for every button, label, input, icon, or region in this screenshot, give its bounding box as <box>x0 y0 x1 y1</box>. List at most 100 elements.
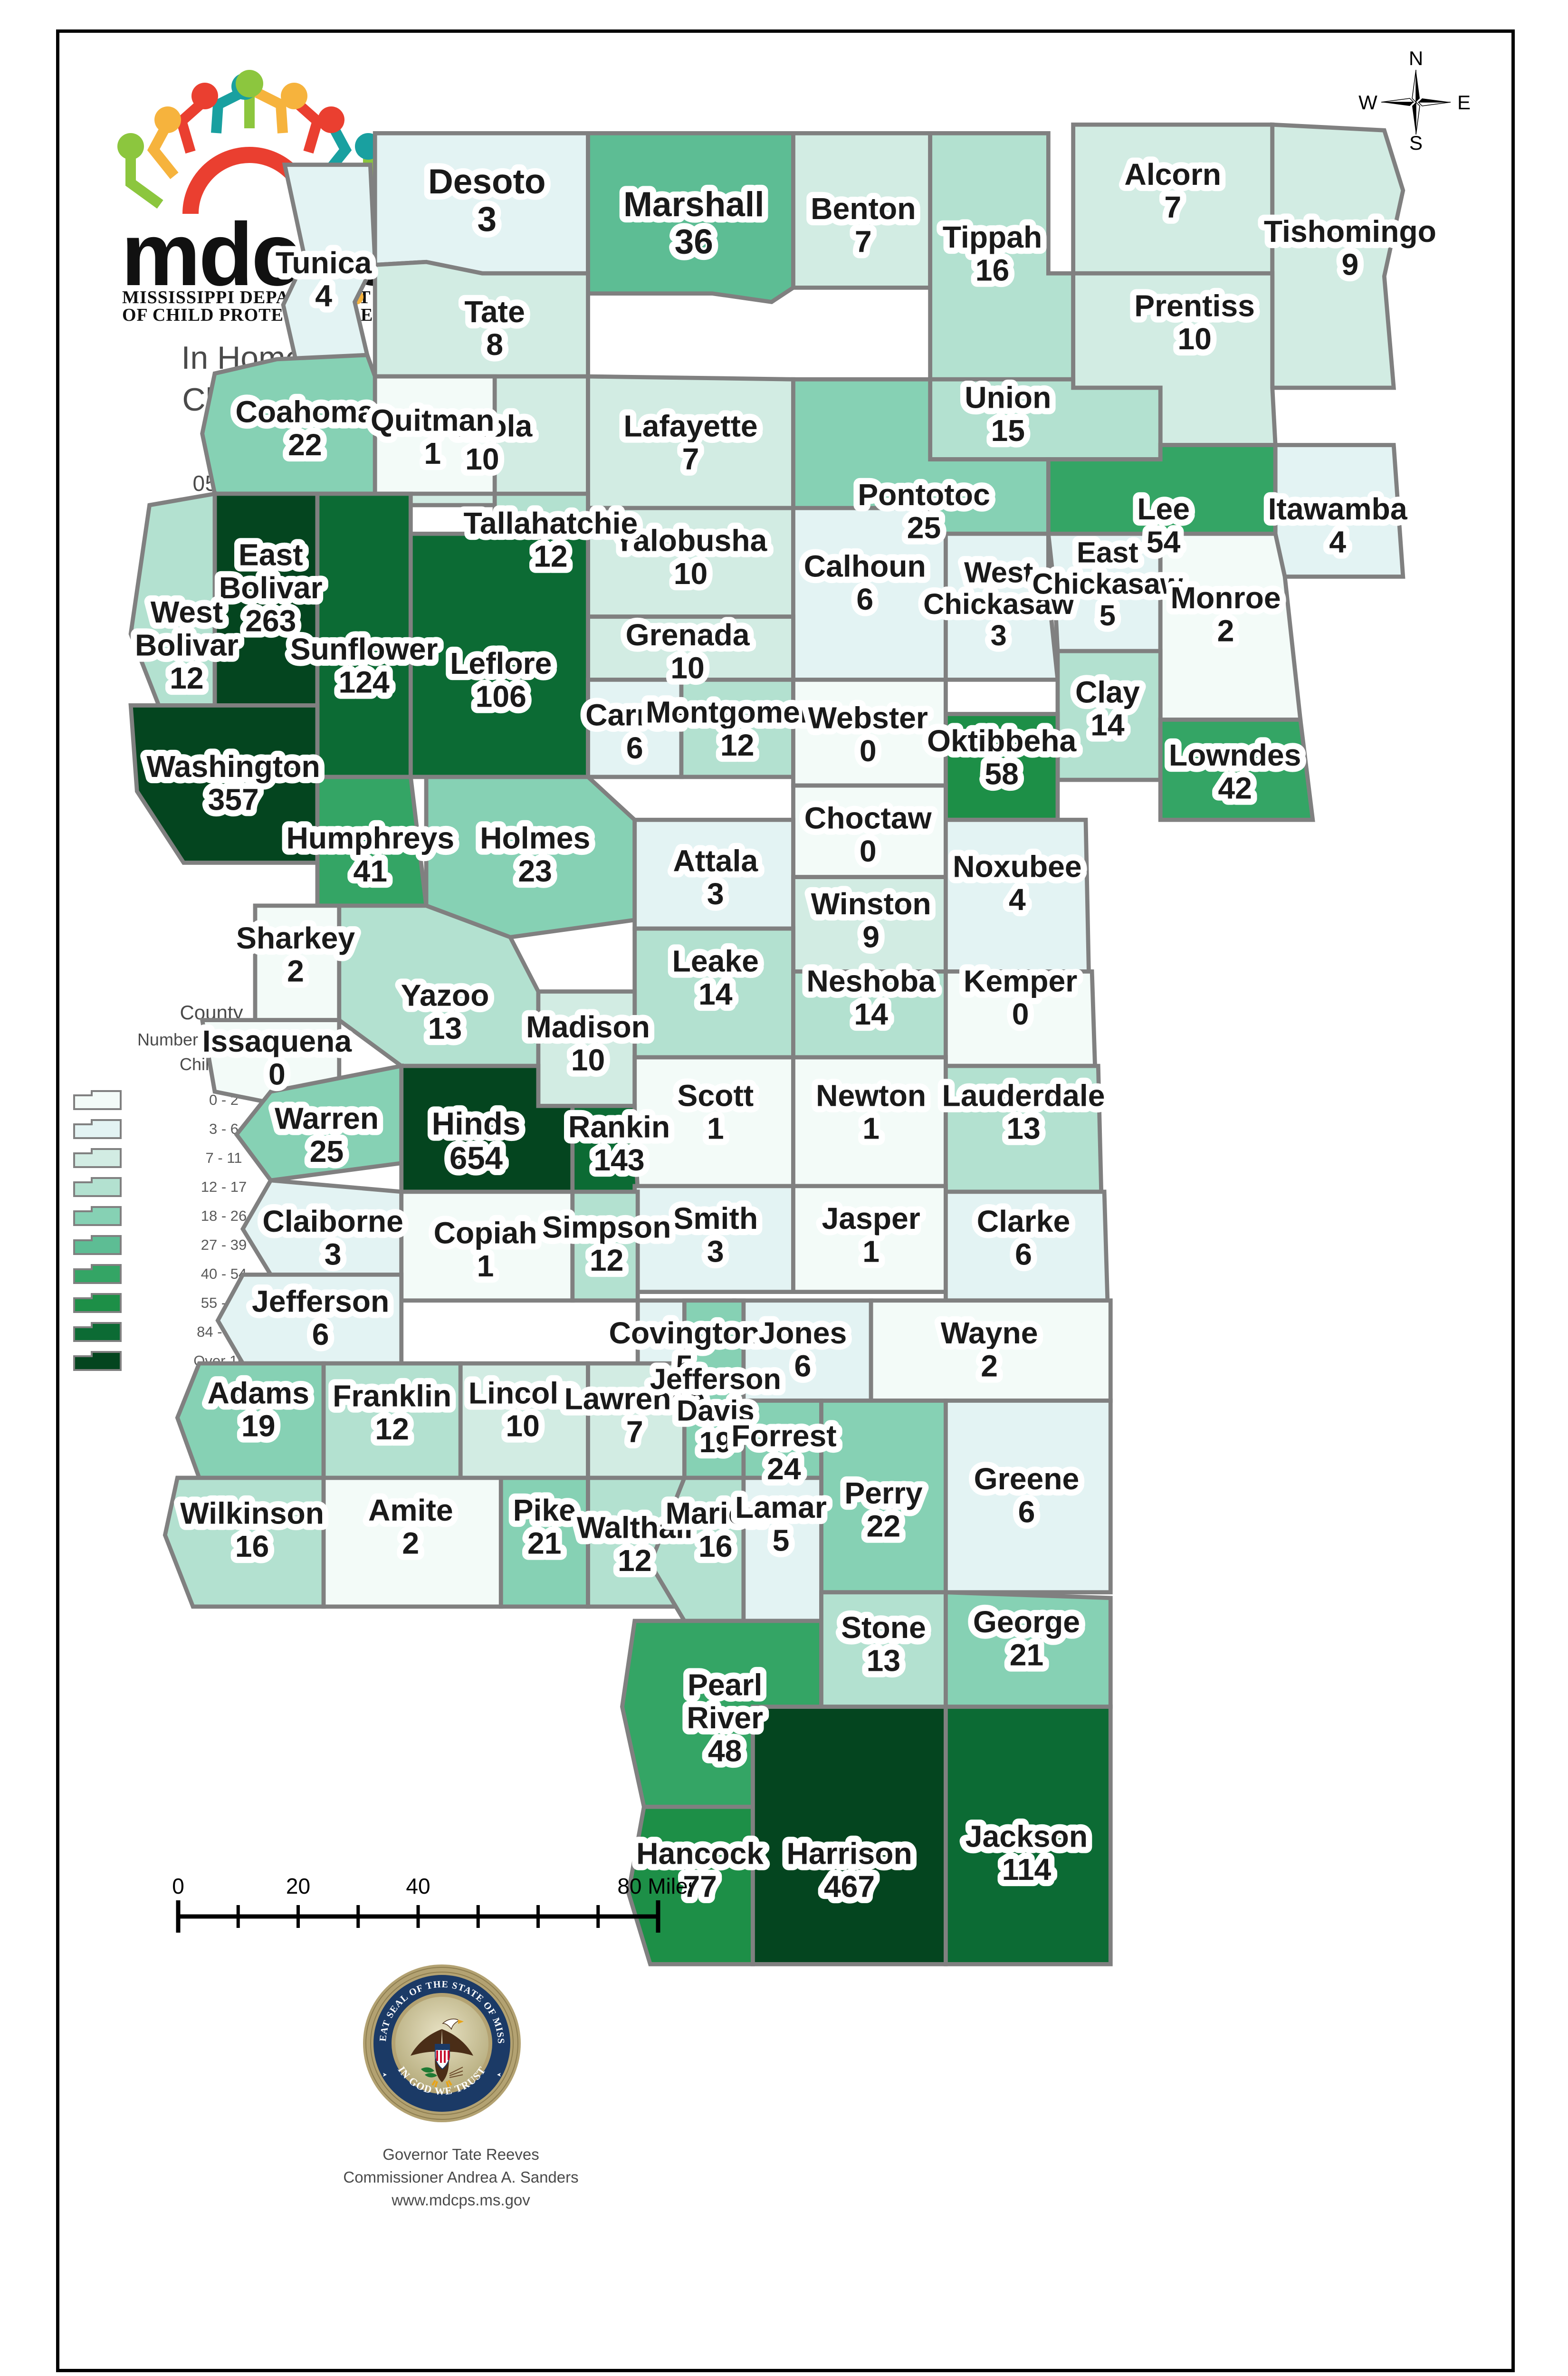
compass-east-label: E <box>1457 91 1471 114</box>
county-label-marion: Marion 16 <box>665 1496 765 1563</box>
legend-class-label: 12 - 17 <box>201 1178 247 1195</box>
footer-commissioner: Commissioner Andrea A. Sanders <box>343 2168 579 2186</box>
county-label-lee: Lee 54 <box>1137 492 1190 559</box>
county-label-tallahatchie: Tallahatchie 12 <box>464 506 638 573</box>
legend-class-label: 27 - 39 <box>201 1236 247 1253</box>
county-jackson[interactable] <box>943 1705 1113 1966</box>
legend-swatch <box>73 1322 122 1342</box>
svg-text:40: 40 <box>406 1874 430 1898</box>
county-label-stone: Stone 13 <box>841 1610 926 1677</box>
legend-class-label: 18 - 26 <box>201 1207 247 1224</box>
county-label-lowndes: Lowndes 42 <box>1169 738 1301 805</box>
county-label-yalobusha: Yalobusha 10 <box>614 523 768 590</box>
county-washington[interactable] <box>128 703 320 865</box>
county-label-jackson: Jackson 114 <box>966 1819 1088 1886</box>
county-label-clay: Clay 14 <box>1075 675 1140 742</box>
legend-class-row: 3 - 6 <box>69 1114 354 1143</box>
legend-swatch <box>73 1235 122 1255</box>
county-west-chickasaw[interactable] <box>943 531 1060 682</box>
county-label-marshall: Marshall 36 <box>623 185 764 261</box>
legend-class-label: 7 - 11 <box>205 1149 242 1166</box>
county-label-alcorn: Alcorn 7 <box>1124 157 1221 224</box>
scale-bar: 0 20 40 80 Miles <box>164 1856 691 1941</box>
county-label-yazoo: Yazoo 13 <box>401 978 489 1045</box>
county-warren[interactable] <box>234 1063 404 1183</box>
county-label-winston: Winston 9 <box>811 887 931 954</box>
county-label-neshoba: Neshoba 14 <box>806 964 936 1031</box>
legend-class-row: 7 - 11 <box>69 1143 354 1172</box>
county-label-west-bolivar: West Bolivar 12 <box>135 595 239 695</box>
county-label-george: George 21 <box>973 1605 1080 1672</box>
legend-class-row: 27 - 39 <box>69 1230 354 1259</box>
compass-south-label: S <box>1409 132 1423 154</box>
county-label-webster: Webster 0 <box>808 701 927 768</box>
county-label-walthall: Walthall 12 <box>577 1510 693 1577</box>
county-rankin[interactable] <box>570 1103 640 1194</box>
county-label-hancock: Hancock 77 <box>636 1837 764 1904</box>
county-label-hinds: Hinds 654 <box>432 1106 521 1176</box>
legend-swatch <box>73 1090 122 1111</box>
svg-text:0: 0 <box>172 1874 184 1898</box>
county-label-east-chickasaw: East Chickasaw 5 <box>1032 536 1183 632</box>
legend-swatch <box>73 1264 122 1284</box>
mississippi-state-seal-icon: THE GREAT SEAL OF THE STATE OF MISSISSIP… <box>361 1963 523 2124</box>
county-label-harrison: Harrison 467 <box>786 1837 912 1904</box>
county-label-grenada: Grenada 10 <box>626 618 750 685</box>
county-label-oktibbeha: Oktibbeha 58 <box>927 724 1077 791</box>
compass-rose-icon: N S W E <box>1357 45 1475 154</box>
county-label-lawrence: Lawrence 7 <box>564 1382 705 1449</box>
compass-north-label: N <box>1409 47 1423 69</box>
county-label-west-chickasaw: West Chickasaw 3 <box>923 556 1074 652</box>
county-greene[interactable] <box>943 1399 1113 1595</box>
county-label-tishomingo: Tishomingo 9 <box>1264 214 1436 281</box>
county-label-jefferson-davis: Jefferson Davis 19 <box>650 1363 781 1459</box>
county-label-pearl-river: Pearl River 48 <box>687 1668 763 1768</box>
county-label-tippah: Tippah 16 <box>943 220 1042 287</box>
county-label-jasper: Jasper 1 <box>822 1201 920 1268</box>
footer: Governor Tate Reeves Commissioner Andrea… <box>223 2143 698 2212</box>
county-label-holmes: Holmes 23 <box>480 821 590 888</box>
legend-swatch <box>73 1148 122 1169</box>
county-label-montgomery: Montgomery 12 <box>646 695 829 762</box>
county-label-east-bolivar: East Bolivar 263 <box>219 538 323 638</box>
county-label-pontotoc: Pontotoc 25 <box>858 478 990 545</box>
legend-class-label: 3 - 6 <box>209 1120 239 1137</box>
county-label-benton: Benton 7 <box>811 192 916 259</box>
county-label-coahoma: Coahoma 22 <box>235 395 375 462</box>
county-label-lauderdale: Lauderdale 13 <box>942 1078 1105 1145</box>
footer-governor: Governor Tate Reeves <box>382 2146 539 2163</box>
county-label-lafayette: Lafayette 7 <box>623 409 757 476</box>
county-label-perry: Perry 22 <box>844 1476 923 1543</box>
compass-west-label: W <box>1358 91 1377 114</box>
county-label-rankin: Rankin 143 <box>568 1110 670 1177</box>
county-label-sunflower: Sunflower 124 <box>290 632 438 699</box>
county-label-wayne: Wayne 2 <box>941 1316 1038 1383</box>
county-label-claiborne: Claiborne 3 <box>262 1204 403 1271</box>
county-wilkinson[interactable] <box>163 1475 326 1609</box>
legend-class-row: 40 - 54 <box>69 1259 354 1288</box>
county-label-warren: Warren 25 <box>275 1102 379 1169</box>
county-tishomingo[interactable] <box>1270 122 1405 390</box>
legend-swatch <box>73 1351 122 1371</box>
county-label-franklin: Franklin 12 <box>333 1379 451 1446</box>
county-label-clarke: Clarke 6 <box>977 1204 1071 1271</box>
county-harrison[interactable] <box>751 1705 948 1966</box>
county-label-wilkinson: Wilkinson 16 <box>180 1496 324 1563</box>
county-label-kemper: Kemper 0 <box>964 964 1077 1031</box>
county-lowndes[interactable] <box>1158 718 1315 822</box>
county-label-leflore: Leflore 106 <box>450 646 552 713</box>
footer-website: www.mdcps.ms.gov <box>392 2191 530 2209</box>
county-label-issaquena: Issaquena 0 <box>202 1024 353 1091</box>
legend-swatch <box>73 1119 122 1140</box>
county-label-madison: Madison 10 <box>526 1010 650 1077</box>
county-label-pike: Pike 21 <box>513 1493 576 1560</box>
county-label-panola: Panola 10 <box>432 409 533 476</box>
legend-swatch <box>73 1206 122 1226</box>
county-label-union: Union 15 <box>965 380 1051 447</box>
county-label-humphreys: Humphreys 41 <box>286 821 454 888</box>
county-label-lincoln: Lincoln 10 <box>468 1376 577 1443</box>
svg-text:20: 20 <box>286 1874 310 1898</box>
county-label-leake: Leake 14 <box>672 944 759 1011</box>
